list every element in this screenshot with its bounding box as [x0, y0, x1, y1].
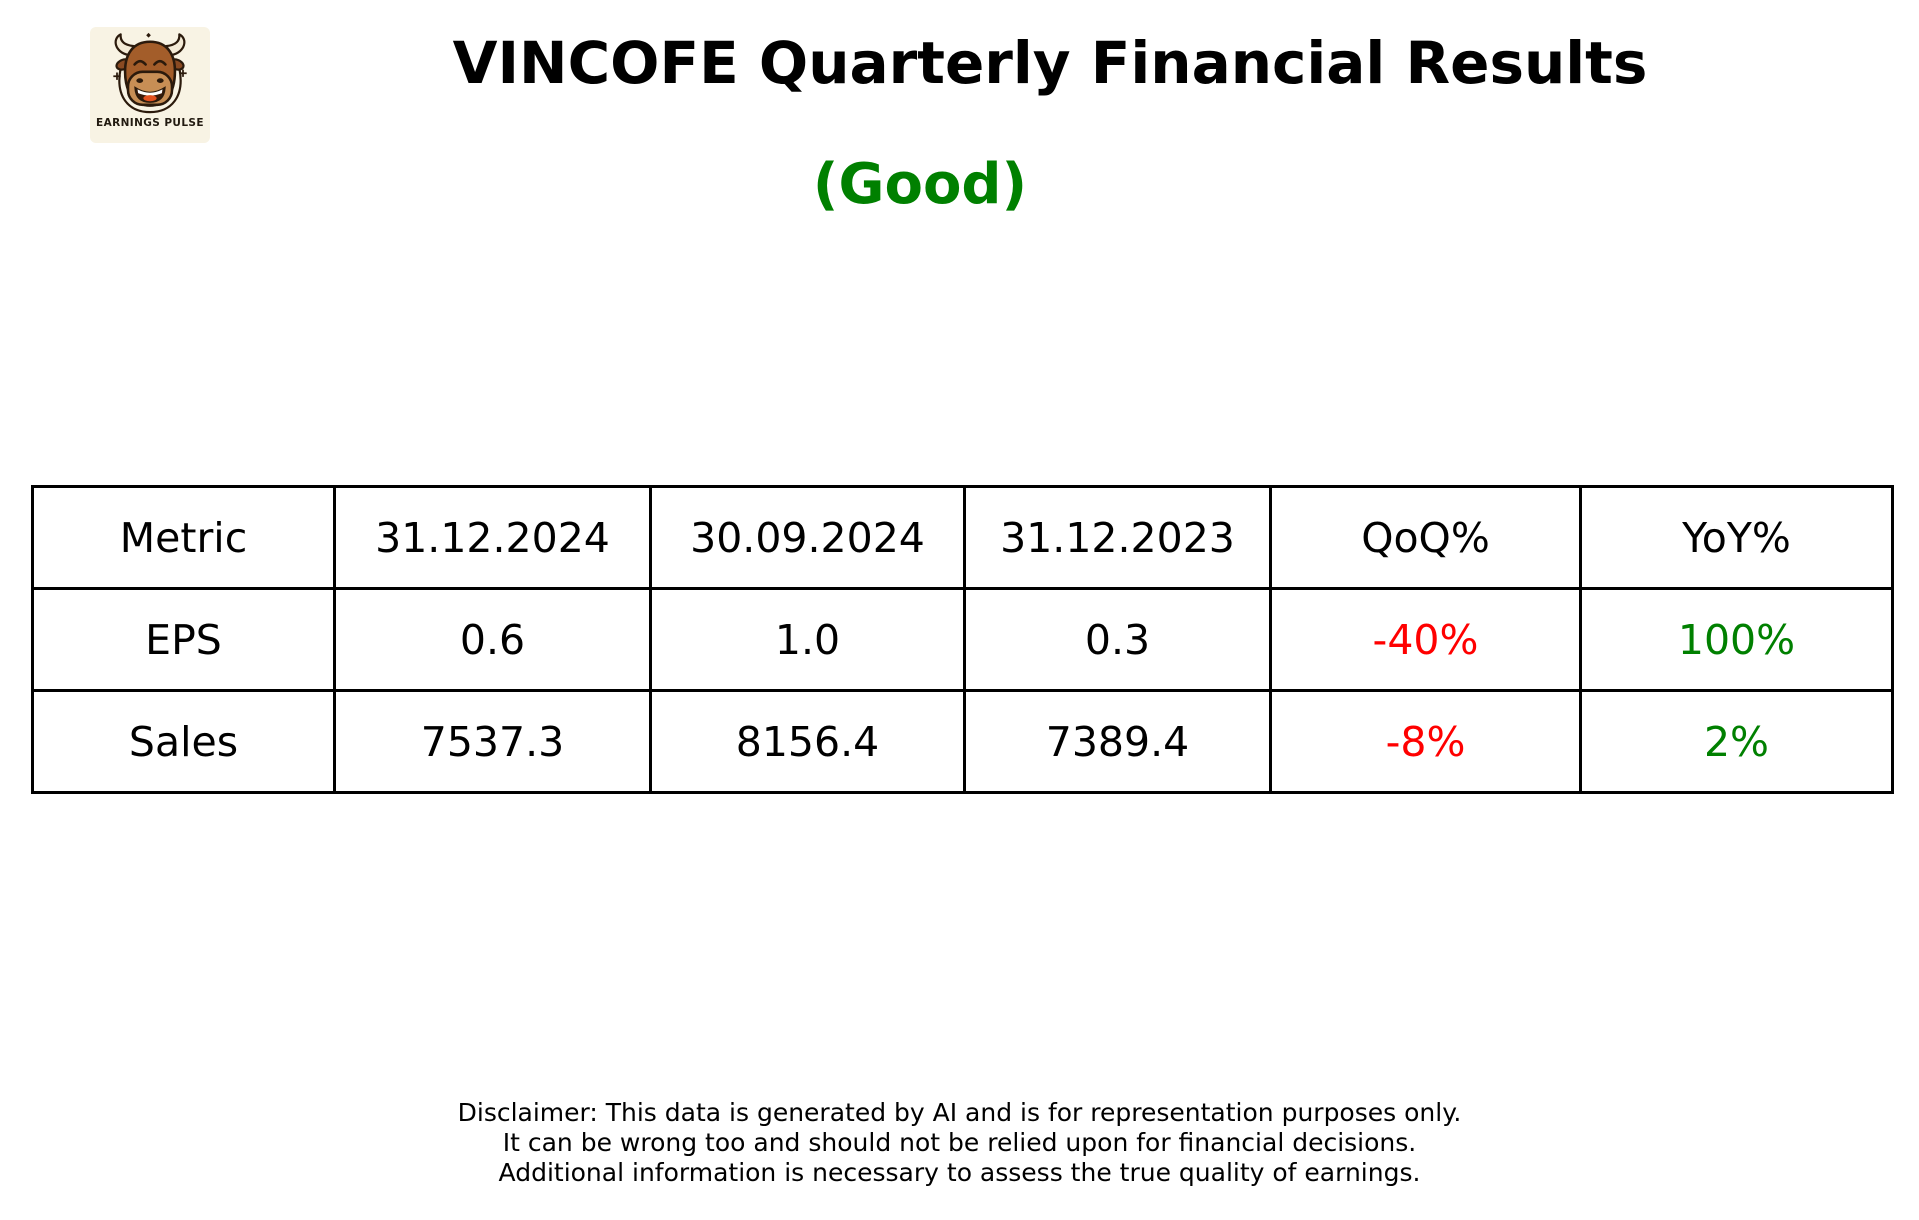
bull-logo-icon — [113, 32, 187, 114]
sales-yearago: 7389.4 — [963, 689, 1272, 794]
sales-current: 7537.3 — [333, 689, 652, 794]
eps-previous: 1.0 — [649, 587, 966, 692]
col-header-q-yearago: 31.12.2023 — [963, 485, 1272, 590]
disclaimer-line: Disclaimer: This data is generated by AI… — [457, 1098, 1462, 1127]
table-row-eps: EPS 0.6 1.0 0.3 -40% 100% — [31, 587, 1894, 692]
eps-current: 0.6 — [333, 587, 652, 692]
metric-label: EPS — [31, 587, 336, 692]
disclaimer-line: Additional information is necessary to a… — [498, 1158, 1421, 1187]
sales-qoq: -8% — [1269, 689, 1582, 794]
eps-yearago: 0.3 — [963, 587, 1272, 692]
col-header-qoq: QoQ% — [1269, 485, 1582, 590]
page-title: VINCOFE Quarterly Financial Results — [452, 29, 1648, 97]
financials-table: Metric 31.12.2024 30.09.2024 31.12.2023 … — [31, 485, 1894, 794]
sales-previous: 8156.4 — [649, 689, 966, 794]
verdict-subtitle: (Good) — [812, 152, 1028, 217]
metric-label: Sales — [31, 689, 336, 794]
eps-yoy: 100% — [1579, 587, 1894, 692]
table-row-sales: Sales 7537.3 8156.4 7389.4 -8% 2% — [31, 689, 1894, 794]
table-header-row: Metric 31.12.2024 30.09.2024 31.12.2023 … — [31, 485, 1894, 590]
logo-caption: EARNINGS PULSE — [96, 117, 204, 129]
sales-yoy: 2% — [1579, 689, 1894, 794]
col-header-q-previous: 30.09.2024 — [649, 485, 966, 590]
disclaimer: Disclaimer: This data is generated by AI… — [0, 1098, 1919, 1188]
disclaimer-line: It can be wrong too and should not be re… — [502, 1128, 1417, 1157]
col-header-metric: Metric — [31, 485, 336, 590]
col-header-q-current: 31.12.2024 — [333, 485, 652, 590]
col-header-yoy: YoY% — [1579, 485, 1894, 590]
eps-qoq: -40% — [1269, 587, 1582, 692]
logo: EARNINGS PULSE — [90, 27, 210, 143]
